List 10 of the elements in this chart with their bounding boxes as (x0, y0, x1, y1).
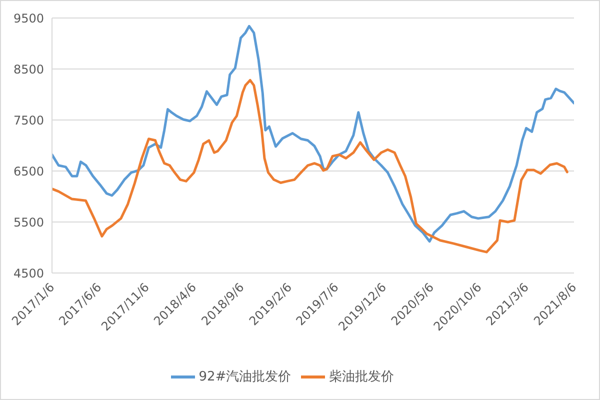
line-series (52, 78, 568, 254)
line-series (52, 24, 574, 243)
y-tick-label: 9500 (13, 11, 44, 26)
y-tick-label: 5500 (13, 215, 44, 230)
y-tick-label: 7500 (13, 113, 44, 128)
y-tick-label: 6500 (13, 164, 44, 178)
legend-label: 92#汽油批发价 (198, 370, 292, 385)
y-tick-label: 4500 (13, 266, 44, 280)
y-tick-label: 8500 (13, 62, 44, 76)
legend-label: 柴油批发价 (329, 370, 394, 385)
